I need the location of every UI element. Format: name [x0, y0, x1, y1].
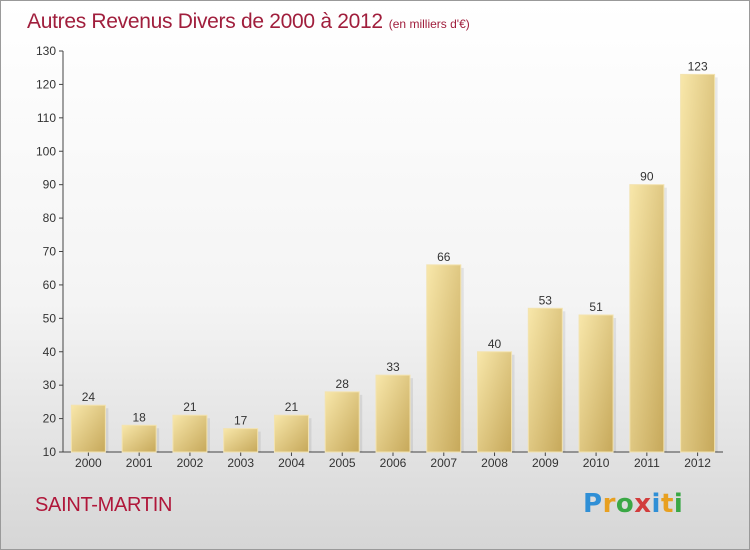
x-tick-label: 2010: [583, 456, 610, 470]
data-label: 123: [688, 59, 708, 73]
y-tick-label: 120: [36, 77, 56, 91]
bar-2005: [324, 391, 360, 453]
logo-letter: o: [615, 489, 635, 519]
bar-2010: [578, 314, 614, 453]
data-label: 18: [132, 410, 146, 424]
x-tick-label: 2012: [684, 456, 711, 470]
bar-2004: [273, 414, 309, 453]
x-tick-label: 2003: [227, 456, 254, 470]
data-label: 53: [539, 293, 553, 307]
chart-subtitle: (en milliers d'€): [388, 17, 470, 31]
y-tick-label: 30: [43, 378, 57, 392]
y-tick-label: 80: [43, 211, 57, 225]
data-label: 28: [336, 377, 350, 391]
bar-2011: [629, 184, 665, 453]
x-tick-label: 2000: [75, 456, 102, 470]
bar-2002: [172, 414, 208, 453]
x-tick-label: 2005: [329, 456, 356, 470]
logo-letter: r: [602, 489, 616, 519]
data-label: 33: [386, 360, 400, 374]
logo-letter: x: [634, 489, 652, 519]
y-tick-label: 60: [43, 278, 57, 292]
data-label: 17: [234, 414, 248, 428]
bar-2006: [375, 374, 411, 453]
x-tick-label: 2004: [278, 456, 305, 470]
logo-letter: P: [583, 489, 603, 519]
y-tick-label: 110: [37, 111, 56, 125]
chart-title: Autres Revenus Divers de 2000 à 2012 (en …: [27, 10, 470, 34]
y-tick-label: 40: [43, 345, 57, 359]
bar-2003: [223, 428, 259, 453]
y-tick-label: 100: [36, 144, 56, 158]
y-tick-label: 20: [43, 412, 57, 426]
x-tick-label: 2002: [177, 456, 204, 470]
bar-2007: [426, 264, 462, 453]
data-label: 40: [488, 337, 502, 351]
data-label: 21: [285, 400, 299, 414]
bar-2000: [70, 404, 106, 453]
logo-letter: t: [660, 489, 674, 519]
data-label: 90: [640, 170, 654, 184]
y-tick-label: 90: [43, 178, 57, 192]
x-tick-label: 2011: [634, 456, 660, 470]
proxiti-logo: Proxiti: [583, 489, 683, 519]
x-tick-label: 2006: [380, 456, 407, 470]
x-tick-label: 2009: [532, 456, 559, 470]
x-tick-label: 2008: [481, 456, 508, 470]
data-label: 66: [437, 250, 451, 264]
y-tick-label: 10: [43, 445, 57, 459]
chart-labels: 2000 24 2001 18 2002 21 2003 17 2004 21 2005 28 2006…: [75, 59, 711, 470]
x-tick-label: 2001: [126, 456, 153, 470]
data-label: 51: [589, 300, 603, 314]
commune-name: SAINT-MARTIN: [35, 494, 173, 516]
logo-letter: i: [651, 489, 661, 519]
y-tick-label: 130: [36, 44, 56, 58]
chart-title-text: Autres Revenus Divers de 2000 à 2012: [27, 10, 383, 33]
data-label: 21: [183, 400, 197, 414]
x-tick-label: 2007: [430, 456, 457, 470]
bar-2008: [477, 351, 513, 453]
chart-bars: [70, 73, 718, 453]
bar-2012: [680, 73, 716, 453]
bar-2009: [527, 307, 563, 453]
logo-letter: i: [673, 489, 684, 519]
y-tick-label: 70: [43, 245, 57, 259]
bar-2001: [121, 424, 157, 453]
y-tick-label: 50: [43, 311, 57, 325]
data-label: 24: [82, 390, 96, 404]
